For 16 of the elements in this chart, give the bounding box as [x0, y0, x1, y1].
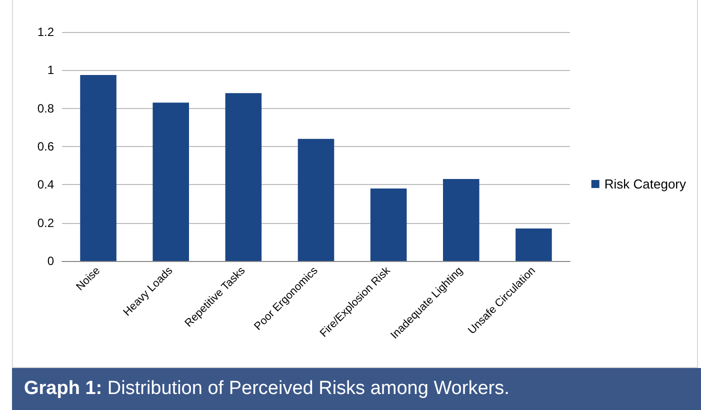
- bar: [370, 188, 407, 261]
- bar: [80, 74, 116, 261]
- bar: [152, 102, 189, 261]
- y-tick-label: 0.8: [37, 101, 54, 116]
- legend-label: Risk Category: [604, 176, 686, 192]
- text: Graph 1: Distribution of Perceived Risks among Workers.: [12, 368, 701, 410]
- y-tick-label: 1.2: [37, 25, 54, 39]
- y-tick-label: 0.4: [37, 178, 54, 192]
- y-tick-label: 1: [47, 63, 54, 78]
- y-tick-label: 0: [47, 254, 54, 268]
- bar: [225, 93, 262, 261]
- y-tick-label: 0.2: [37, 216, 54, 230]
- y-tick-label: 0.6: [37, 140, 54, 154]
- bar: [516, 228, 552, 261]
- bar: [298, 138, 334, 261]
- bar: [443, 178, 480, 261]
